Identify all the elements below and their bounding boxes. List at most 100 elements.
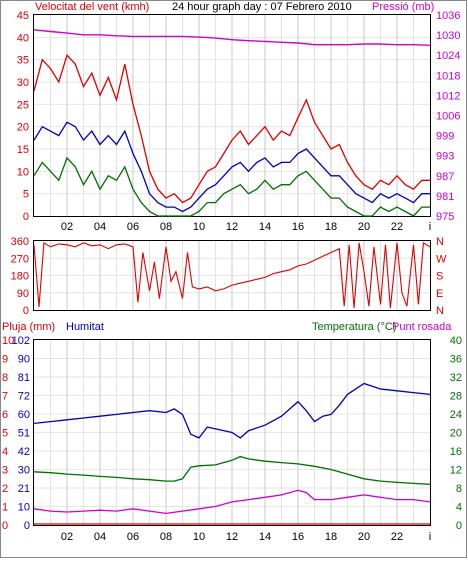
wind-series — [33, 29, 431, 217]
x-tick-label: 20 — [358, 221, 370, 233]
humidity-tick-label: 60 — [18, 409, 30, 421]
pressure-tick-label: 1030 — [436, 30, 460, 42]
pressure-tick-label: 1018 — [436, 70, 460, 82]
x-tick-label: 06 — [127, 531, 139, 543]
x-tick-label: 12 — [226, 531, 238, 543]
climate-panel-grid — [34, 340, 430, 525]
temperature-tick-label: 32 — [450, 372, 462, 384]
humidity-tick-label: 90 — [18, 354, 30, 366]
humidity-tick-label: 21 — [18, 483, 30, 495]
humidity-tick-label: 42 — [18, 446, 30, 458]
x-tick-label: 10 — [193, 531, 205, 543]
direction-tick-label: 180 — [11, 271, 29, 283]
x-tick-label: 22 — [391, 531, 403, 543]
rain-tick-label: 8 — [2, 372, 8, 384]
direction-tick-label: 0 — [23, 305, 29, 317]
climate-panel-frame — [33, 339, 431, 526]
wind-tick-label: 30 — [17, 77, 29, 89]
pressure-tick-label: 1012 — [436, 90, 460, 102]
wind-tick-label: 45 — [17, 10, 29, 22]
temperature-tick-label: 40 — [450, 335, 462, 347]
humidity-line — [33, 382, 431, 439]
dewpoint-line — [33, 489, 431, 515]
x-tick-label: 18 — [325, 221, 337, 233]
x-tick-label: 06 — [127, 221, 139, 233]
x-tick-label: i — [429, 221, 431, 233]
wind-tick-label: 25 — [17, 99, 29, 111]
temperature-tick-label: 28 — [450, 391, 462, 403]
direction-panel-grid — [34, 241, 430, 310]
direction-tick-label: 90 — [17, 288, 29, 300]
wind-tick-label: 15 — [17, 144, 29, 156]
x-tick-label: 22 — [391, 221, 403, 233]
rain-tick-label: 4 — [2, 446, 8, 458]
temperature-tick-label: 24 — [450, 409, 462, 421]
rain-tick-label: 3 — [2, 465, 8, 477]
x-tick-label: 08 — [160, 221, 172, 233]
compass-tick-label: E — [436, 288, 443, 300]
chart-title: 24 hour graph day : 07 Febrero 2010 — [172, 1, 352, 13]
x-tick-label: 02 — [61, 221, 73, 233]
climate-x-ticks: 02 04 06 08 10 12 14 16 18 20 22 i — [61, 531, 431, 543]
wind-panel-grid — [34, 15, 430, 216]
x-tick-label: 08 — [160, 531, 172, 543]
wind-x-ticks: 02 04 06 08 10 12 14 16 18 20 22 i — [61, 221, 431, 233]
temperature-tick-label: 0 — [456, 520, 462, 532]
x-tick-label: 14 — [259, 221, 271, 233]
x-tick-label: 04 — [94, 531, 106, 543]
temperature-tick-label: 20 — [450, 428, 462, 440]
temperature-tick-label: 36 — [450, 354, 462, 366]
direction-series — [33, 241, 431, 309]
compass-tick-label: S — [436, 271, 443, 283]
average-line — [33, 121, 430, 213]
temperature-line — [33, 455, 431, 485]
rain-tick-label: 1 — [2, 502, 8, 514]
humidity-tick-label: 51 — [18, 428, 30, 440]
rain-ticks: 0 1 2 3 4 5 6 7 8 9 10 — [2, 335, 14, 532]
pressure-tick-label: 1036 — [436, 10, 460, 22]
minimum-line — [33, 156, 430, 217]
x-tick-label: 16 — [292, 531, 304, 543]
pressure-axis-label: Pressió (mb) — [372, 1, 434, 13]
pressure-tick-label: 975 — [436, 211, 454, 223]
x-tick-label: 02 — [61, 531, 73, 543]
wind-tick-label: 40 — [17, 32, 29, 44]
wind-axis-label: Velocitat del vent (kmh) — [35, 1, 149, 13]
x-tick-label: 18 — [325, 531, 337, 543]
pressure-tick-label: 987 — [436, 171, 454, 183]
humidity-ticks: 0 10 21 30 42 51 60 72 81 90 102 — [12, 335, 30, 532]
dewpoint-series-label: Punt rosada — [392, 321, 452, 333]
pressure-line — [33, 29, 431, 46]
x-tick-label: 16 — [292, 221, 304, 233]
direction-panel-frame — [33, 240, 431, 311]
rain-tick-label: 2 — [2, 483, 8, 495]
x-tick-label: 14 — [259, 531, 271, 543]
humidity-series-label: Humitat — [66, 321, 104, 333]
rain-tick-label: 6 — [2, 409, 8, 421]
direction-tick-label: 360 — [11, 236, 29, 248]
wind-panel-frame — [33, 14, 431, 217]
humidity-tick-label: 0 — [24, 520, 30, 532]
compass-tick-label: W — [436, 253, 447, 265]
direction-ticks: 0 90 180 270 360 — [11, 236, 29, 317]
direction-line — [33, 241, 431, 309]
wind-tick-label: 0 — [23, 211, 29, 223]
x-tick-label: 10 — [193, 221, 205, 233]
pressure-tick-label: 981 — [436, 191, 454, 203]
humidity-tick-label: 10 — [18, 502, 30, 514]
wind-tick-label: 20 — [17, 122, 29, 134]
wind-tick-label: 10 — [17, 166, 29, 178]
climate-series — [33, 382, 431, 525]
wind-tick-label: 5 — [23, 189, 29, 201]
pressure-tick-label: 1024 — [436, 50, 460, 62]
x-tick-label: 12 — [226, 221, 238, 233]
rain-tick-label: 9 — [2, 354, 8, 366]
rain-tick-label: 10 — [2, 335, 14, 347]
pressure-ticks: 975 981 987 993 999 1006 1012 1018 1024 1030 1036 — [436, 10, 460, 223]
pressure-tick-label: 999 — [436, 131, 454, 143]
rain-tick-label: 5 — [2, 428, 8, 440]
